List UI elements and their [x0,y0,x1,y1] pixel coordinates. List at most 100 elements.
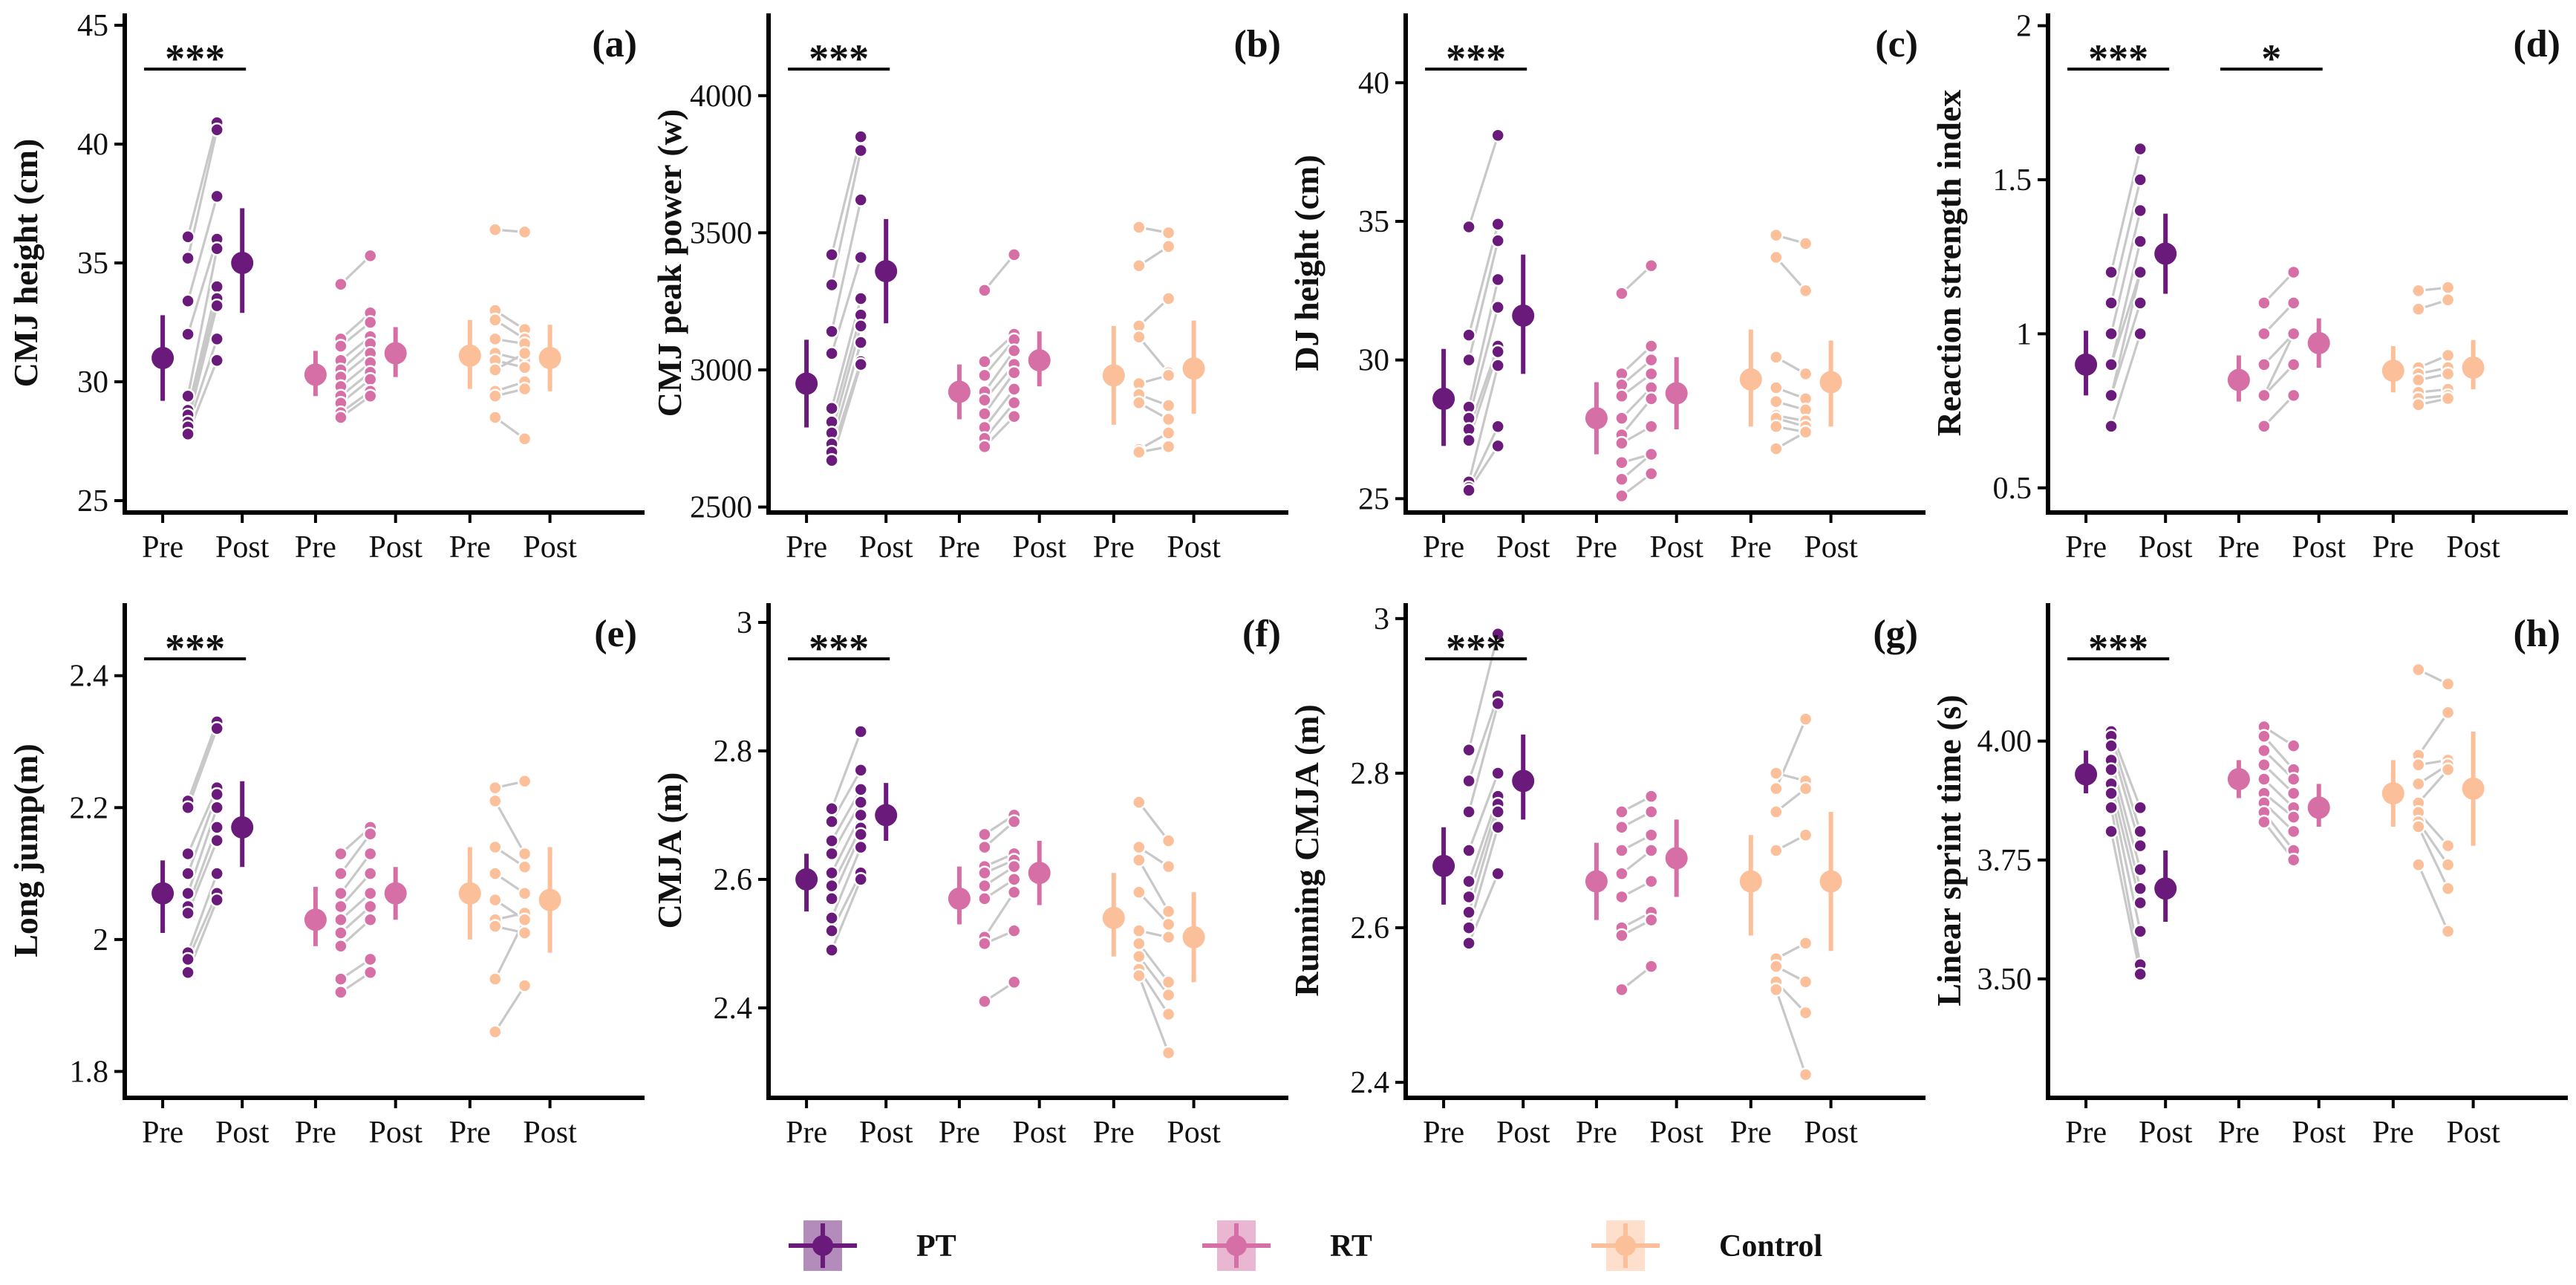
subject-point-post [362,846,378,862]
subject-point-post [2286,357,2301,372]
x-tick-label: Post [523,530,577,565]
subject-point-post [1490,766,1505,781]
subject-point-pre [1132,445,1147,460]
subject-point-pre [1461,804,1476,819]
mean-point-post [875,804,898,827]
subject-point-post [517,978,532,993]
subject-line [1467,695,1499,781]
mean-point-pre [2075,353,2098,376]
subject-point-pre [1769,350,1784,365]
subject-point-post [2440,762,2456,777]
x-tick-label: Post [369,1116,423,1150]
subject-point-pre [488,972,503,986]
subject-point-pre [1614,411,1629,426]
subject-point-pre [180,951,195,967]
subject-point-pre [1461,433,1476,448]
subject-point-pre [333,846,348,862]
subject-line [1467,134,1499,227]
significance-stars: *** [1446,626,1506,671]
x-tick-label: Post [215,1116,270,1150]
subject-point-pre [1132,220,1147,235]
x-tick-label: Post [1013,1116,1067,1150]
x-tick-label: Pre [2065,530,2107,565]
subject-point-pre [488,892,503,908]
subject-point-post [1798,712,1813,726]
subject-point-post [2133,326,2148,342]
x-tick-label: Pre [2218,1116,2260,1150]
subject-point-pre [180,327,195,342]
mean-point-pre [458,882,481,905]
subject-line [1467,307,1499,419]
subject-point-pre [1614,455,1629,470]
subject-point-pre [333,912,348,927]
subject-point-post [517,859,532,874]
mean-point-post [1182,925,1205,949]
subject-line [2110,241,2142,365]
subject-point-post [1643,466,1659,481]
panel-label: (h) [2513,613,2560,655]
subject-point-pre [333,339,348,354]
y-axis-title: DJ height (cm) [1288,154,1326,371]
subject-point-pre [2104,824,2119,839]
subject-point-pre [1614,820,1629,835]
subject-point-pre [977,827,992,842]
subject-point-pre [488,388,503,403]
subject-point-post [1006,365,1022,380]
subject-point-post [2133,203,2148,218]
subject-point-post [1798,283,1813,299]
subject-point-post [517,774,532,789]
mean-point-post [2462,777,2485,800]
subject-line [983,350,1015,393]
subject-point-pre [1769,982,1784,998]
y-axis-title: CMJ peak power (w) [650,109,688,417]
subject-point-post [1490,216,1505,232]
subject-line [2110,179,2142,304]
mean-point-pre [2381,782,2404,805]
subject-point-pre [977,994,992,1009]
subject-point-post [853,192,868,207]
subject-point-post [209,279,224,294]
subject-point-post [1161,439,1176,455]
panel-label: (d) [2513,23,2560,65]
subject-point-post [1643,446,1659,462]
subject-point-pre [1132,949,1147,964]
subject-point-post [362,388,378,403]
subject-point-pre [2104,738,2119,753]
subject-line [830,257,862,354]
subject-point-pre [1769,441,1784,456]
y-tick-label: 25 [1358,482,1389,516]
subject-point-post [1798,781,1813,796]
x-tick-label: Post [2292,1116,2347,1150]
mean-point-pre [1432,854,1455,877]
subject-line [186,728,218,808]
mean-point-post [538,347,561,369]
subject-point-post [853,872,868,887]
subject-point-pre [824,865,839,881]
subject-point-post [1161,411,1176,427]
subject-point-post [362,885,378,901]
subject-point-post [2133,838,2148,853]
x-tick-label: Post [2292,530,2347,565]
subject-point-post [853,763,868,778]
subject-point-pre [824,846,839,862]
mean-point-pre [2381,360,2404,383]
subject-point-pre [333,925,348,940]
subject-point-pre [2104,264,2119,280]
x-tick-label: Post [1650,1116,1704,1150]
subject-point-pre [1614,286,1629,301]
mean-point-post [1028,862,1051,885]
mean-point-pre [1102,906,1125,929]
mean-point-post [384,882,407,905]
subject-point-pre [824,801,839,816]
x-tick-label: Pre [142,530,183,565]
subject-point-post [2286,296,2301,310]
subject-point-pre [1461,219,1476,235]
subject-line [186,195,218,302]
panel-label: (c) [1875,23,1918,65]
subject-point-pre [824,923,839,938]
subject-line [2417,864,2450,932]
subject-point-pre [1769,380,1784,395]
y-tick-label: 1.5 [1993,163,2032,198]
subject-point-post [1006,395,1022,411]
subject-point-post [362,315,378,330]
